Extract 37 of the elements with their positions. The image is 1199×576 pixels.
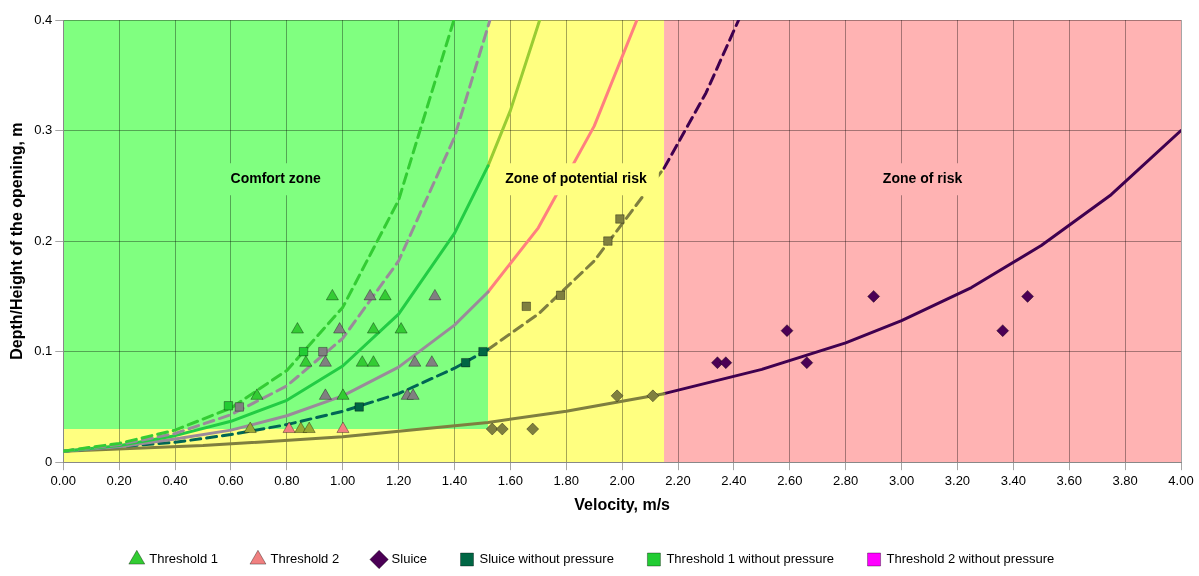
- x-tick-label: 0.80: [274, 472, 300, 488]
- y-tick-label: 0.3: [34, 122, 53, 138]
- x-tick-label: 4.00: [1168, 472, 1194, 488]
- legend-label: Threshold 2: [270, 551, 340, 567]
- y-tick-label: 0.1: [34, 343, 53, 359]
- x-tick-label: 0.60: [218, 472, 244, 488]
- y-axis-title: Depth/Height of the opening, m: [8, 122, 26, 360]
- x-tick-label: 3.80: [1112, 472, 1138, 488]
- x-tick-label: 3.60: [1056, 472, 1082, 488]
- band-label: Zone of risk: [882, 170, 963, 187]
- legend-label: Threshold 1 without pressure: [666, 551, 835, 567]
- x-tick-label: 3.00: [888, 472, 915, 488]
- legend-label: Sluice without pressure: [479, 551, 614, 567]
- x-tick-label: 1.80: [553, 472, 579, 488]
- x-tick-label: 0.00: [50, 472, 76, 488]
- band-label: Comfort zone: [230, 170, 321, 187]
- y-tick-label: 0.4: [34, 11, 53, 27]
- x-tick-label: 1.00: [330, 472, 356, 488]
- y-tick-label: 0: [45, 453, 53, 469]
- x-tick-label: 1.20: [385, 472, 412, 488]
- legend-label: Threshold 1: [149, 551, 218, 567]
- x-tick-label: 3.40: [1000, 472, 1026, 488]
- x-tick-label: 2.60: [777, 472, 803, 488]
- x-tick-label: 2.20: [665, 472, 691, 488]
- x-axis-title: Velocity, m/s: [574, 495, 671, 513]
- legend-label: Threshold 2 without pressure: [886, 551, 1055, 567]
- x-tick-label: 2.00: [609, 472, 635, 488]
- x-tick-label: 0.40: [162, 472, 188, 488]
- x-tick-label: 3.20: [944, 472, 971, 488]
- x-tick-label: 2.80: [833, 472, 859, 488]
- band-label: Zone of potential risk: [505, 170, 648, 187]
- x-tick-label: 1.60: [497, 472, 524, 488]
- legend-label: Sluice: [391, 551, 428, 567]
- y-tick-label: 0.2: [34, 232, 53, 248]
- x-tick-label: 1.40: [441, 472, 468, 488]
- x-tick-label: 2.40: [721, 472, 747, 488]
- x-tick-label: 0.20: [106, 472, 132, 488]
